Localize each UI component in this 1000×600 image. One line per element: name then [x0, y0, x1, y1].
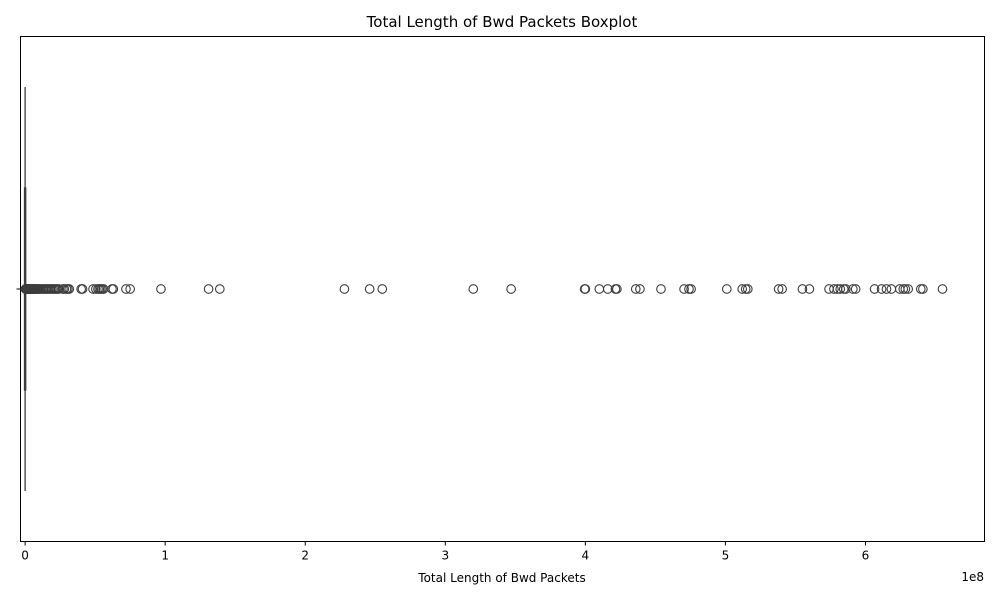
outlier-point	[886, 284, 897, 294]
outlier-point	[900, 284, 911, 294]
outlier-point	[850, 284, 861, 294]
outlier-point	[881, 284, 892, 294]
outlier-point	[835, 284, 846, 294]
outlier-point	[737, 284, 748, 294]
outlier-point	[777, 284, 787, 294]
outlier-point	[840, 284, 851, 294]
outlier-point	[468, 284, 479, 294]
outlier-point	[64, 284, 75, 294]
outlier-point	[125, 284, 136, 294]
outlier-point	[108, 284, 119, 294]
x-tick-label: 0	[21, 549, 29, 563]
outlier-point	[656, 284, 666, 294]
outlier-point	[594, 284, 605, 294]
outlier-point	[824, 284, 834, 294]
outlier-point	[773, 284, 784, 294]
outlier-point	[635, 284, 645, 294]
outlier-point	[876, 284, 887, 294]
outlier-point	[506, 284, 516, 294]
outlier-point	[377, 284, 388, 294]
x-tick-label: 2	[301, 549, 309, 563]
outlier-point	[721, 284, 732, 294]
x-tick-label: 6	[862, 549, 870, 563]
x-axis-ticks: 0 1 2 3 4 5 6	[21, 541, 870, 563]
x-tick-label: 3	[441, 549, 449, 563]
outlier-point	[630, 284, 641, 294]
x-axis-offset-label: 1e8	[961, 570, 984, 584]
outlier-point	[580, 284, 591, 294]
outlier-point	[121, 284, 131, 294]
x-tick-label: 1	[161, 549, 169, 563]
outlier-point	[214, 284, 225, 294]
outlier-point	[156, 284, 166, 294]
outlier-point	[915, 284, 926, 294]
outlier-point	[203, 284, 214, 294]
x-tick-label: 5	[722, 549, 730, 563]
outlier-point	[829, 284, 839, 294]
x-axis-label: Total Length of Bwd Packets	[417, 571, 585, 585]
outlier-point	[742, 284, 753, 294]
outlier-point	[918, 284, 928, 294]
outlier-points	[20, 284, 948, 294]
outlier-point	[903, 284, 914, 294]
x-tick-label: 4	[582, 549, 590, 563]
outlier-point	[364, 284, 375, 294]
outlier-point	[77, 284, 88, 294]
outlier-point	[804, 284, 815, 294]
outlier-point	[797, 284, 808, 294]
outlier-point	[869, 284, 880, 294]
outlier-point	[686, 284, 696, 294]
outlier-point	[684, 284, 694, 294]
outlier-point	[937, 284, 948, 294]
outlier-point	[339, 284, 350, 294]
outlier-point	[847, 284, 858, 294]
chart-title: Total Length of Bwd Packets Boxplot	[366, 13, 638, 31]
outlier-point	[679, 284, 689, 294]
outlier-point	[612, 284, 622, 294]
